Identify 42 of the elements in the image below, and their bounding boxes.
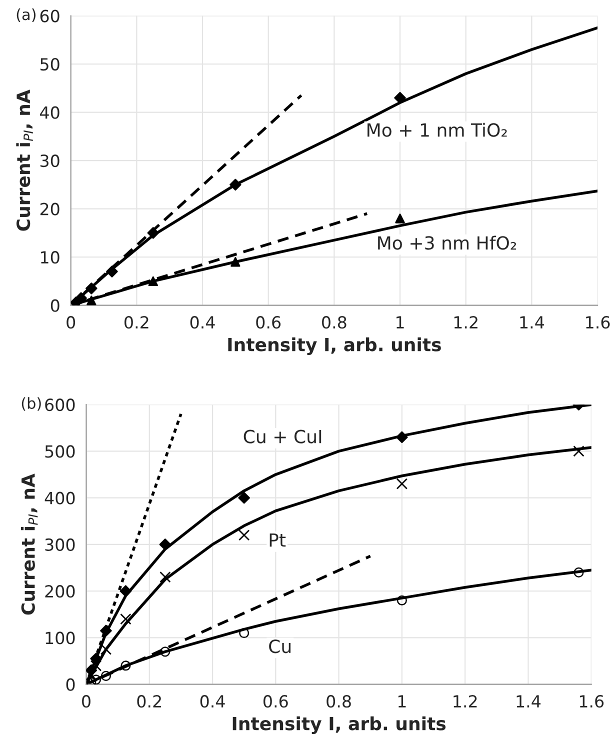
annotation: Mo +3 nm HfO₂ <box>378 236 516 250</box>
y-tick-label: 200 <box>45 585 75 598</box>
x-tick-label: 1.4 <box>520 316 544 328</box>
x-tick-label: 1.4 <box>516 695 541 708</box>
x-axis-title: Intensity I, arb. units <box>228 337 441 356</box>
x-tick-label: 1.2 <box>454 316 478 328</box>
x-tick-label: 1.6 <box>580 695 604 708</box>
x-tick-label: 0.6 <box>256 316 281 329</box>
annotation: Cu + CuI <box>244 430 322 444</box>
y-tick-label: 0 <box>66 678 75 691</box>
y-tick-label: 60 <box>40 10 60 22</box>
y-tick-label: 400 <box>44 492 75 504</box>
y-tick-label: 500 <box>45 445 75 458</box>
y-axis-title: Current i$_{PI}$, nA <box>20 474 38 615</box>
x-axis-title: Intensity I, arb. units <box>232 716 446 734</box>
x-tick-label: 1.2 <box>454 695 477 708</box>
x-tick-label: 1 <box>396 316 404 328</box>
annotation: Mo + 1 nm TiO₂ <box>368 122 507 137</box>
y-tick-label: 300 <box>45 538 75 552</box>
x-tick-label: 1.6 <box>586 316 610 329</box>
x-tick-label: 1 <box>398 695 406 708</box>
y-tick-label: 0 <box>50 299 60 312</box>
x-tick-label: 0.4 <box>200 695 225 708</box>
y-tick-label: 50 <box>40 58 60 71</box>
annotation: Cu <box>269 640 290 654</box>
x-tick-label: 0.6 <box>264 695 288 708</box>
y-tick-label: 20 <box>40 202 60 216</box>
y-tick-label: 40 <box>40 106 60 119</box>
x-tick-label: 0.2 <box>137 695 161 708</box>
chart-title: (a) <box>16 8 36 22</box>
x-tick-label: 0 <box>82 695 90 708</box>
x-tick-label: 0.4 <box>190 316 215 329</box>
x-tick-label: 0.8 <box>322 316 346 329</box>
x-tick-label: 0.2 <box>124 316 148 329</box>
y-tick-label: 100 <box>46 632 75 644</box>
annotation: Pt <box>270 533 286 547</box>
y-tick-label: 10 <box>41 251 60 264</box>
x-tick-label: 0.8 <box>326 695 351 708</box>
y-axis-title: Current i$_{PI}$, nA <box>16 90 33 231</box>
y-tick-label: 30 <box>40 154 60 168</box>
y-tick-label: 600 <box>45 398 75 412</box>
chart-title: (b) <box>22 397 41 411</box>
